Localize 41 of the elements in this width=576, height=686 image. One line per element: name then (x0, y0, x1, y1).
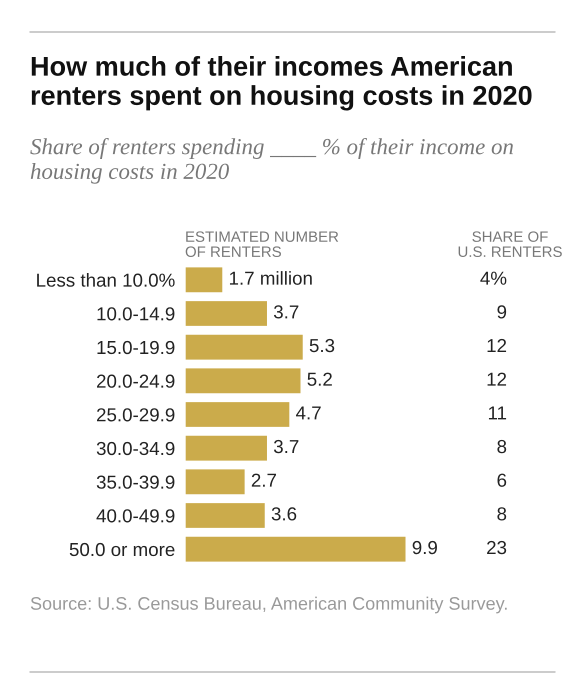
y-tick-label: 25.0-29.9 (97, 408, 174, 422)
bar (185, 333, 304, 361)
text: 9 (497, 305, 506, 319)
text: SHARE OF U.S. RENTERS (458, 231, 562, 258)
chart-title: How much of their incomes American renters spent on housing costs in 2020 (32, 56, 532, 111)
bar (185, 300, 268, 328)
bar (185, 502, 266, 530)
data-label: 5.3 (310, 338, 334, 352)
text: 12 (488, 338, 506, 352)
text: 12 (488, 372, 506, 386)
bar (185, 468, 246, 496)
bar (185, 367, 302, 395)
y-tick-label: 50.0 or more (70, 542, 174, 556)
bar (185, 400, 291, 428)
text: 6 (498, 474, 506, 487)
y-tick-label: 20.0-24.9 (97, 374, 174, 388)
data-label: 4.7 (296, 406, 321, 420)
y-tick-label: 30.0-34.9 (96, 442, 174, 456)
data-label: 3.7 (274, 305, 298, 319)
text: 23 (487, 540, 506, 554)
data-label: 1.7 million (230, 271, 312, 285)
bar (185, 266, 224, 294)
data-label: 5.2 (308, 372, 332, 386)
source-note: Source: U.S. Census Bureau, American Community Survey. (30, 596, 507, 614)
data-label: 2.7 (252, 474, 276, 487)
y-tick-label: 40.0-49.9 (96, 509, 174, 522)
y-tick-label: 10.0-14.9 (97, 307, 174, 320)
text: 4% (480, 272, 506, 285)
y-tick-label: 35.0-39.9 (96, 476, 174, 489)
chart-subtitle: Share of renters spending ____ % of their income on housing costs in 2020 (30, 138, 513, 184)
bar (185, 535, 407, 563)
text: 11 (488, 406, 506, 420)
x-axis-title: ESTIMATED NUMBER OF RENTERS (186, 231, 338, 258)
text: 8 (497, 507, 506, 521)
data-label: 3.6 (272, 507, 296, 521)
text: 8 (497, 440, 506, 454)
data-label: 3.7 (274, 440, 298, 454)
data-label: 9.9 (412, 540, 437, 554)
y-tick-label: 15.0-19.9 (97, 340, 174, 354)
bar (185, 434, 268, 462)
y-tick-label: Less than 10.0% (37, 273, 175, 287)
